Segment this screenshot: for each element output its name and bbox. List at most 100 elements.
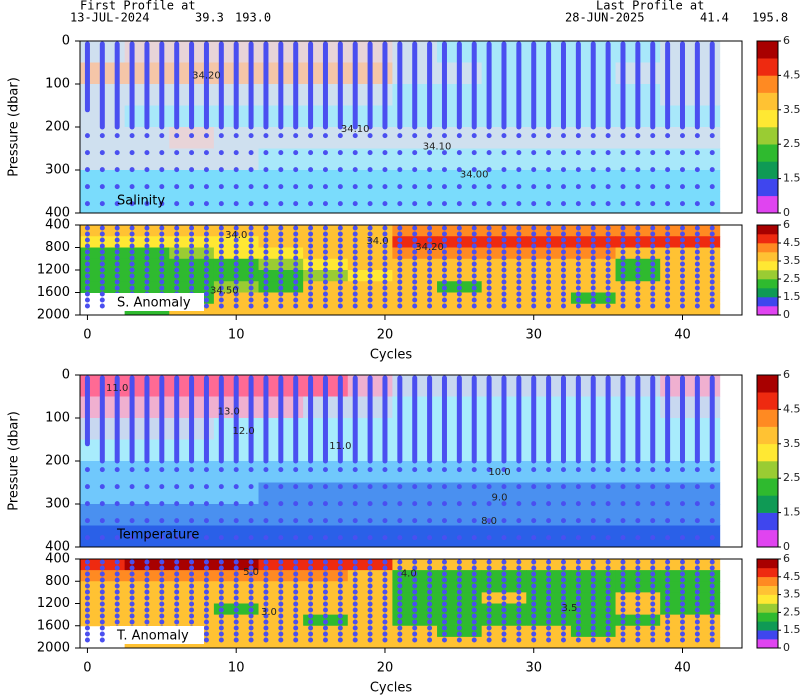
colorbar-tick-label: 1.5 <box>783 290 800 303</box>
colorbar-band <box>757 178 778 197</box>
heatmap-cell <box>213 504 260 526</box>
heatmap-cell <box>169 504 215 526</box>
heatmap-cell <box>437 170 483 192</box>
heatmap-cell <box>303 504 349 526</box>
x-tick-label: 20 <box>377 661 394 676</box>
contour-label: 10.0 <box>488 467 510 478</box>
y-tick-label: 1200 <box>37 263 70 278</box>
panel-label: T. Anomaly <box>116 629 189 644</box>
heatmap-cell <box>660 418 721 440</box>
colorbar-tick-label: 1.5 <box>783 172 800 185</box>
heatmap-cell <box>80 504 126 526</box>
heatmap-cell <box>660 482 721 505</box>
heatmap-cell <box>526 636 572 649</box>
heatmap-cell <box>347 170 393 192</box>
header-last-label: Last Profile at <box>596 0 704 13</box>
heatmap-cell <box>615 482 661 505</box>
colorbar-band <box>757 478 778 496</box>
heatmap-cell <box>437 636 483 649</box>
heatmap-cell <box>169 225 215 237</box>
colorbar-tick-label: 4.5 <box>783 570 800 583</box>
heatmap-cell <box>570 504 617 526</box>
heatmap-cell <box>303 303 349 316</box>
heatmap-cell <box>570 559 617 571</box>
heatmap-cell <box>481 303 527 316</box>
contour-label: 34.0 <box>225 230 247 241</box>
heatmap-cell <box>660 170 721 192</box>
x-tick-label: 40 <box>674 661 691 676</box>
contour-label: 34.50 <box>210 285 239 296</box>
heatmap-cell <box>615 225 661 237</box>
y-tick-label: 400 <box>45 552 70 567</box>
colorbar-band <box>757 225 778 235</box>
heatmap-cell <box>615 148 661 171</box>
panel-label: Temperature <box>116 528 199 543</box>
colorbar-band <box>757 594 778 604</box>
heatmap-cell <box>437 482 483 505</box>
heatmap-cell <box>80 148 126 171</box>
heatmap-cell <box>124 559 170 571</box>
heatmap-cell <box>213 303 260 316</box>
colorbar-band <box>757 461 778 479</box>
colorbar-band <box>757 512 778 531</box>
colorbar-band <box>757 621 778 631</box>
colorbar-tick-label: 6 <box>783 368 790 381</box>
y-axis-label: Pressure (dbar) <box>7 411 22 511</box>
heatmap-cell <box>660 62 721 85</box>
colorbar-band <box>757 529 778 548</box>
heatmap-cell <box>303 482 349 505</box>
y-tick-label: 100 <box>45 77 70 92</box>
heatmap-cell <box>660 41 721 63</box>
heatmap-cell <box>660 303 721 316</box>
y-tick-label: 2000 <box>37 641 70 656</box>
heatmap-cell <box>80 482 126 505</box>
heatmap-cell <box>660 258 721 271</box>
heatmap-cell <box>526 225 572 237</box>
x-axis-label: Cycles <box>370 681 413 696</box>
colorbar-band <box>757 109 778 128</box>
heatmap-cell <box>615 303 661 316</box>
heatmap-cell <box>570 170 617 192</box>
heatmap-cell <box>124 482 170 505</box>
contour-label: 34.0 <box>366 236 388 247</box>
contour-label: 11.0 <box>329 441 351 452</box>
heatmap-cell <box>258 303 304 316</box>
y-tick-label: 2000 <box>37 308 70 323</box>
heatmap-cell <box>660 504 721 526</box>
contour-label: 8.0 <box>481 516 497 527</box>
y-tick-label: 200 <box>45 120 70 135</box>
colorbar-band <box>757 270 778 280</box>
colorbar-tick-label: 3.5 <box>783 588 800 601</box>
heatmap-cell <box>660 603 721 616</box>
y-tick-label: 300 <box>45 497 70 512</box>
colorbar-tick-label: 0 <box>783 308 790 321</box>
y-tick-label: 0 <box>62 34 70 49</box>
y-tick-label: 200 <box>45 454 70 469</box>
colorbar-band <box>757 195 778 214</box>
colorbar-tick-label: 4.5 <box>783 236 800 249</box>
colorbar-band <box>757 603 778 613</box>
y-tick-label: 1200 <box>37 596 70 611</box>
heatmap-cell <box>481 636 527 649</box>
y-tick-label: 400 <box>45 206 70 221</box>
colorbar-band <box>757 639 778 649</box>
heatmap-cell <box>481 504 527 526</box>
x-tick-label: 0 <box>83 661 91 676</box>
y-tick-label: 300 <box>45 163 70 178</box>
contour-label: 34.10 <box>341 124 370 135</box>
heatmap-cell <box>570 225 617 237</box>
panel-label-bg <box>110 626 204 644</box>
heatmap-cell <box>347 559 393 571</box>
heatmap-cell <box>615 504 661 526</box>
colorbar-tick-label: 1.5 <box>783 623 800 636</box>
heatmap-cell <box>660 105 721 128</box>
colorbar-tick-label: 4.5 <box>783 68 800 81</box>
colorbar-frame <box>756 374 779 548</box>
heatmap-cell <box>660 148 721 171</box>
x-tick-label: 30 <box>525 661 542 676</box>
y-axis-label: Pressure (dbar) <box>7 77 22 177</box>
heatmap-cell <box>80 225 126 237</box>
colorbar-band <box>757 144 778 162</box>
colorbar-tick-label: 0 <box>783 641 790 654</box>
colorbar-tick-label: 3.5 <box>783 254 800 267</box>
